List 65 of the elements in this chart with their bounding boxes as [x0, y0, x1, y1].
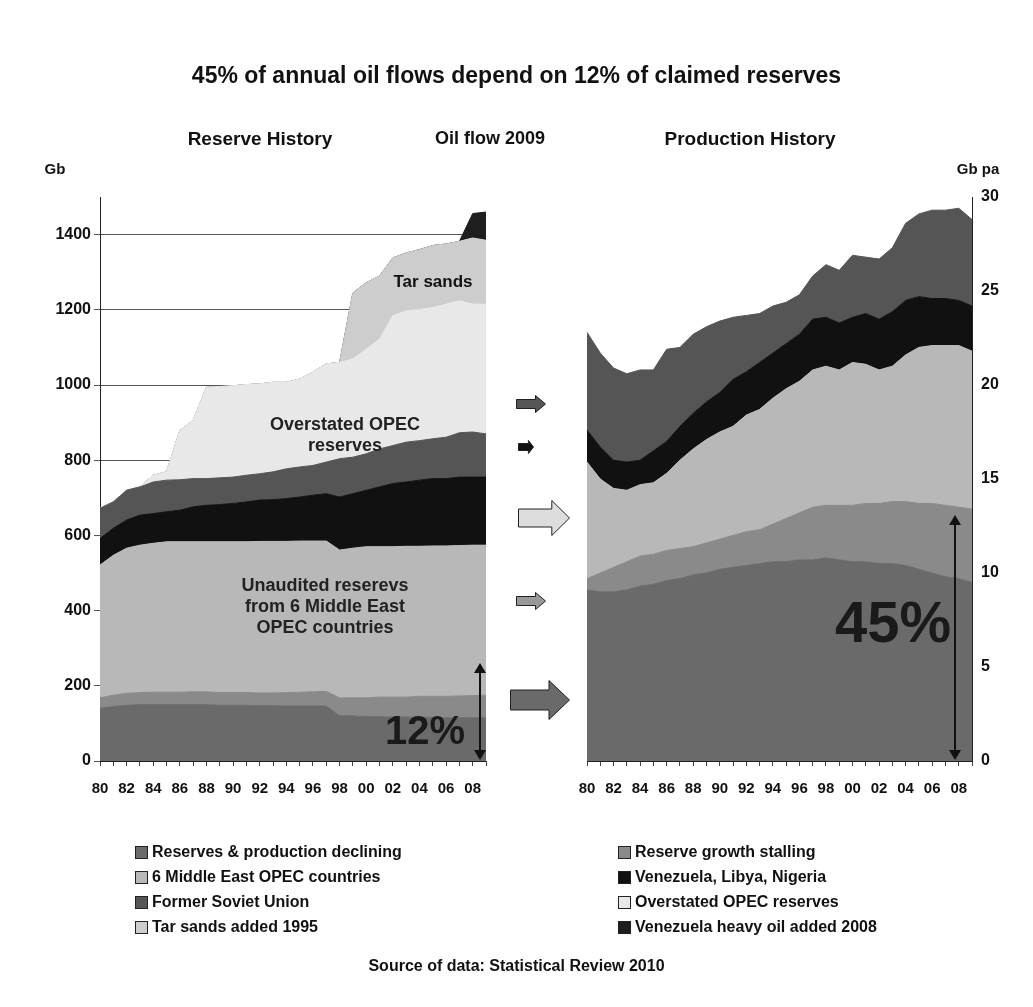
legend-label: Tar sands added 1995 — [152, 918, 318, 936]
x-tick-label: 92 — [737, 779, 755, 797]
y-tick-label: 20 — [981, 375, 999, 393]
chart-title: 45% of annual oil flows depend on 12% of claimed reserves — [190, 62, 843, 89]
x-tick-label: 94 — [764, 779, 782, 797]
text: Oil flow 2009 — [433, 128, 546, 149]
x-tick-label: 02 — [384, 779, 402, 797]
x-tick-label: 82 — [605, 779, 622, 797]
x-tick-label: 96 — [791, 779, 808, 797]
y-tick-label: 200 — [64, 676, 92, 694]
x-tick-label: 06 — [437, 779, 455, 797]
y-axis-title: Gb pa — [955, 160, 1001, 177]
x-tick-label: 00 — [844, 779, 861, 797]
y-tick-label: 400 — [64, 601, 92, 619]
legend-label: Reserve growth stalling — [635, 843, 816, 861]
legend-label: Overstated OPEC reserves — [635, 893, 839, 911]
y-tick-label: 1400 — [55, 225, 92, 243]
annotation: 45% — [835, 588, 952, 655]
x-tick-label: 90 — [224, 779, 242, 797]
legend-label: Reserves & production declining — [152, 843, 402, 861]
y-tick-label: 800 — [64, 450, 92, 468]
x-tick-label: 08 — [950, 779, 968, 797]
x-tick-label: 00 — [357, 779, 375, 797]
legend-label: Venezuela heavy oil added 2008 — [635, 918, 877, 936]
x-tick-label: 86 — [658, 779, 675, 797]
x-tick-label: 92 — [251, 779, 269, 797]
x-tick-label: 02 — [870, 779, 888, 797]
x-tick-label: 90 — [711, 779, 729, 797]
x-tick-label: 84 — [144, 779, 163, 797]
y-tick-label: 0 — [82, 751, 92, 769]
y-tick-label: 15 — [981, 469, 999, 487]
x-tick-label: 06 — [923, 779, 941, 797]
y-tick-label: 1200 — [55, 300, 92, 318]
x-tick-label: 80 — [91, 779, 109, 797]
legend-label: Former Soviet Union — [152, 893, 310, 911]
y-tick-label: 5 — [981, 657, 990, 675]
x-tick-label: 08 — [464, 779, 482, 797]
x-tick-label: 88 — [198, 779, 215, 797]
x-tick-label: 88 — [684, 779, 702, 797]
y-tick-label: 0 — [981, 751, 990, 769]
x-tick-label: 94 — [278, 779, 296, 797]
chart-subtitle: Reserve History — [186, 128, 334, 150]
x-tick-label: 04 — [897, 779, 915, 797]
x-tick-label: 98 — [331, 779, 348, 797]
y-axis-title: Gb — [43, 160, 67, 177]
annotation: Unaudited reserevs from 6 Middle East OPEC countries — [240, 575, 410, 638]
y-tick-label: 10 — [981, 563, 999, 581]
source-note: Source of data: Statistical Review 2010 — [367, 957, 666, 975]
x-tick-label: 96 — [304, 779, 322, 797]
x-tick-label: 04 — [411, 779, 429, 797]
x-tick-label: 80 — [578, 779, 596, 797]
annotation: Overstated OPEC reserves — [268, 414, 422, 456]
y-tick-label: 1000 — [55, 375, 92, 393]
y-tick-label: 25 — [981, 281, 999, 299]
x-tick-label: 86 — [171, 779, 189, 797]
y-tick-label: 600 — [64, 525, 92, 543]
chart-subtitle: Production History — [663, 128, 837, 150]
annotation: Tar sands — [392, 272, 474, 292]
x-tick-label: 82 — [118, 779, 135, 797]
x-tick-label: 84 — [631, 779, 650, 797]
legend-label: 6 Middle East OPEC countries — [152, 868, 381, 886]
legend-label: Venezuela, Libya, Nigeria — [635, 868, 827, 886]
x-tick-label: 98 — [817, 779, 835, 797]
y-tick-label: 30 — [981, 187, 999, 205]
annotation: 12% — [385, 708, 466, 753]
